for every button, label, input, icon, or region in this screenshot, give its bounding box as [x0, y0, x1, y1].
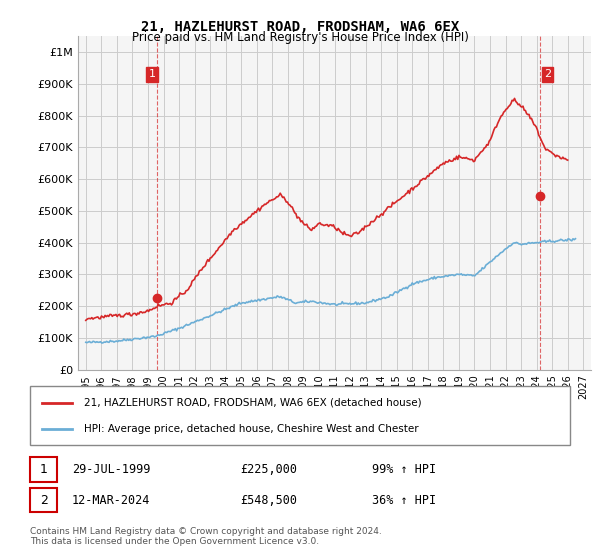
Text: 2: 2 — [544, 69, 551, 80]
Text: £548,500: £548,500 — [240, 493, 297, 507]
Text: HPI: Average price, detached house, Cheshire West and Chester: HPI: Average price, detached house, Ches… — [84, 424, 419, 434]
Text: 1: 1 — [40, 463, 48, 476]
Text: 1: 1 — [149, 69, 155, 80]
Text: 2: 2 — [40, 493, 48, 507]
Text: 36% ↑ HPI: 36% ↑ HPI — [372, 493, 436, 507]
Text: 21, HAZLEHURST ROAD, FRODSHAM, WA6 6EX (detached house): 21, HAZLEHURST ROAD, FRODSHAM, WA6 6EX (… — [84, 398, 422, 408]
Text: 99% ↑ HPI: 99% ↑ HPI — [372, 463, 436, 476]
Text: £225,000: £225,000 — [240, 463, 297, 476]
Text: 29-JUL-1999: 29-JUL-1999 — [72, 463, 151, 476]
Text: 21, HAZLEHURST ROAD, FRODSHAM, WA6 6EX: 21, HAZLEHURST ROAD, FRODSHAM, WA6 6EX — [141, 20, 459, 34]
Text: Contains HM Land Registry data © Crown copyright and database right 2024.
This d: Contains HM Land Registry data © Crown c… — [30, 526, 382, 546]
Text: 12-MAR-2024: 12-MAR-2024 — [72, 493, 151, 507]
Text: Price paid vs. HM Land Registry's House Price Index (HPI): Price paid vs. HM Land Registry's House … — [131, 31, 469, 44]
